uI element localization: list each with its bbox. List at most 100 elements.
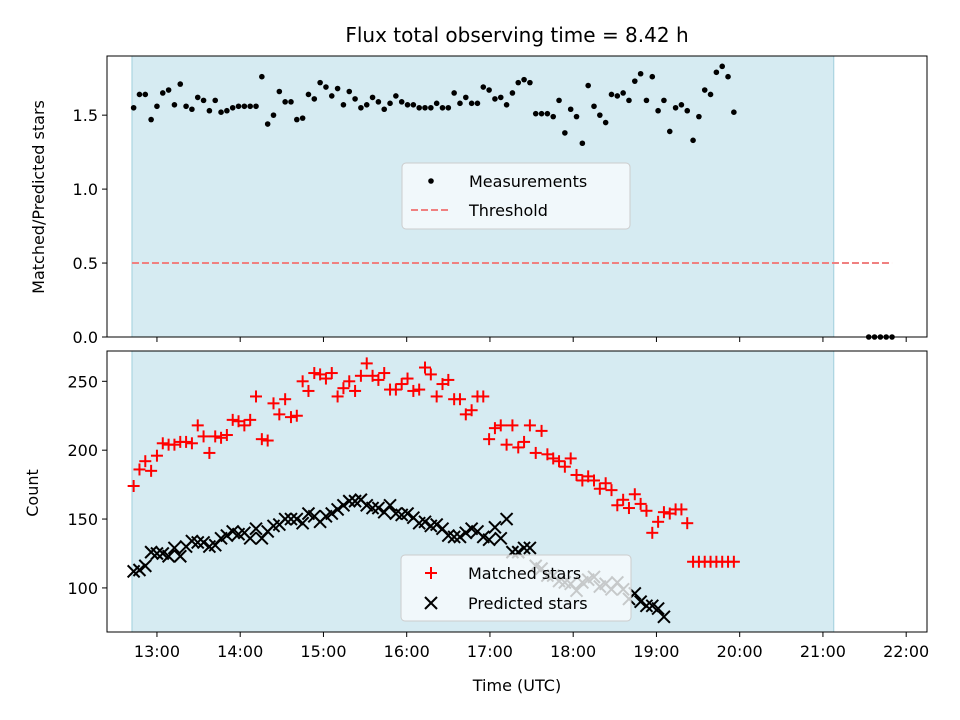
point-measurements — [148, 116, 154, 123]
point-matched-stars — [727, 555, 740, 568]
point-measurements — [631, 78, 638, 84]
point-measurements — [701, 87, 708, 93]
point-measurements — [264, 121, 271, 127]
point-measurements — [154, 103, 160, 110]
point-predicted-stars — [447, 530, 461, 544]
point-measurements — [393, 93, 399, 99]
point-matched-stars — [273, 408, 286, 421]
x-axis-label-time: Time (UTC) — [472, 676, 561, 695]
plot-frame-upper — [106, 55, 928, 338]
point-measurements — [334, 85, 341, 92]
point-predicted-stars — [459, 526, 473, 540]
point-predicted-stars — [523, 541, 537, 555]
point-measurements — [299, 115, 306, 121]
point-measurements — [597, 112, 603, 118]
point-matched-stars — [150, 449, 163, 462]
point-measurements — [323, 84, 329, 90]
point-matched-stars — [483, 433, 496, 446]
point-predicted-stars — [336, 498, 351, 512]
point-matched-stars — [168, 438, 181, 451]
point-predicted-stars — [400, 506, 415, 521]
point-measurements — [189, 106, 195, 113]
legend-label-matched-stars: Matched stars — [468, 564, 581, 583]
point-matched-stars — [127, 479, 140, 492]
point-measurements — [422, 104, 428, 111]
point-predicted-stars — [418, 515, 432, 529]
y-tick-label-upper: 1.5 — [73, 106, 98, 125]
y-tick-label-lower: 200 — [67, 441, 98, 460]
point-measurements — [538, 110, 545, 117]
point-measurements — [136, 91, 143, 98]
point-measurements — [445, 104, 452, 111]
point-matched-stars — [652, 515, 665, 528]
point-measurements — [637, 70, 644, 77]
point-measurements — [690, 137, 696, 144]
point-matched-stars — [634, 497, 647, 510]
point-measurements — [731, 109, 737, 115]
point-predicted-stars — [371, 501, 386, 515]
legend-marker-predicted-stars — [424, 596, 438, 610]
point-matched-stars — [512, 441, 525, 454]
point-matched-stars — [657, 506, 670, 519]
x-tick-label: 15:00 — [300, 642, 346, 661]
point-measurements — [346, 88, 353, 95]
point-measurements — [655, 107, 661, 114]
point-matched-stars — [681, 517, 694, 530]
x-tick-label: 14:00 — [217, 642, 263, 661]
point-matched-stars — [564, 452, 577, 465]
point-predicted-stars — [220, 528, 234, 543]
point-measurements — [474, 100, 481, 107]
point-matched-stars — [430, 390, 443, 403]
point-matched-stars — [343, 375, 356, 388]
point-matched-stars — [226, 413, 239, 426]
point-matched-stars — [453, 393, 466, 406]
point-matched-stars — [349, 384, 362, 397]
point-matched-stars — [593, 482, 606, 495]
point-matched-stars — [244, 413, 257, 426]
point-predicted-stars — [383, 498, 397, 512]
y-tick-label-lower: 250 — [67, 372, 98, 391]
point-predicted-stars — [330, 502, 345, 517]
x-tick-label: 22:00 — [883, 642, 929, 661]
point-measurements — [626, 97, 632, 104]
point-matched-stars — [477, 390, 490, 403]
point-measurements — [503, 102, 510, 108]
y-tick-label-upper: 1.0 — [73, 180, 98, 199]
point-measurements — [567, 106, 574, 113]
point-measurements — [550, 113, 557, 120]
point-predicted-stars — [191, 535, 205, 550]
point-matched-stars — [465, 404, 478, 417]
point-predicted-stars — [284, 512, 298, 526]
point-matched-stars — [284, 411, 297, 424]
point-measurements — [200, 97, 207, 104]
point-measurements — [497, 94, 504, 101]
legend-marker-measurements — [428, 178, 434, 184]
point-measurements — [521, 76, 527, 83]
point-measurements — [398, 99, 405, 105]
point-predicted-stars — [453, 530, 467, 544]
point-measurements — [556, 97, 562, 104]
point-matched-stars — [611, 499, 624, 512]
point-measurements — [381, 106, 388, 113]
point-matched-stars — [622, 502, 635, 515]
point-measurements — [375, 99, 382, 105]
point-matched-stars — [605, 484, 618, 497]
y-axis-label-count: Count — [23, 469, 42, 517]
point-predicted-stars — [499, 512, 514, 526]
point-matched-stars — [523, 419, 536, 432]
point-matched-stars — [156, 437, 169, 450]
y-axis-label-ratio: Matched/Predicted stars — [29, 100, 48, 294]
upper-plot-panel: 0.0 0.5 1.0 1.5 — [73, 55, 928, 347]
legend-label-predicted-stars: Predicted stars — [468, 594, 588, 613]
point-predicted-stars — [138, 559, 153, 573]
point-measurements — [585, 82, 591, 89]
point-matched-stars — [419, 361, 432, 374]
point-matched-stars — [424, 368, 437, 381]
point-matched-stars — [133, 463, 146, 476]
point-predicted-stars — [173, 549, 187, 563]
point-measurements — [142, 91, 149, 98]
point-matched-stars — [500, 438, 513, 451]
point-measurements — [247, 103, 253, 110]
point-matched-stars — [250, 390, 263, 403]
point-matched-stars — [180, 435, 193, 448]
